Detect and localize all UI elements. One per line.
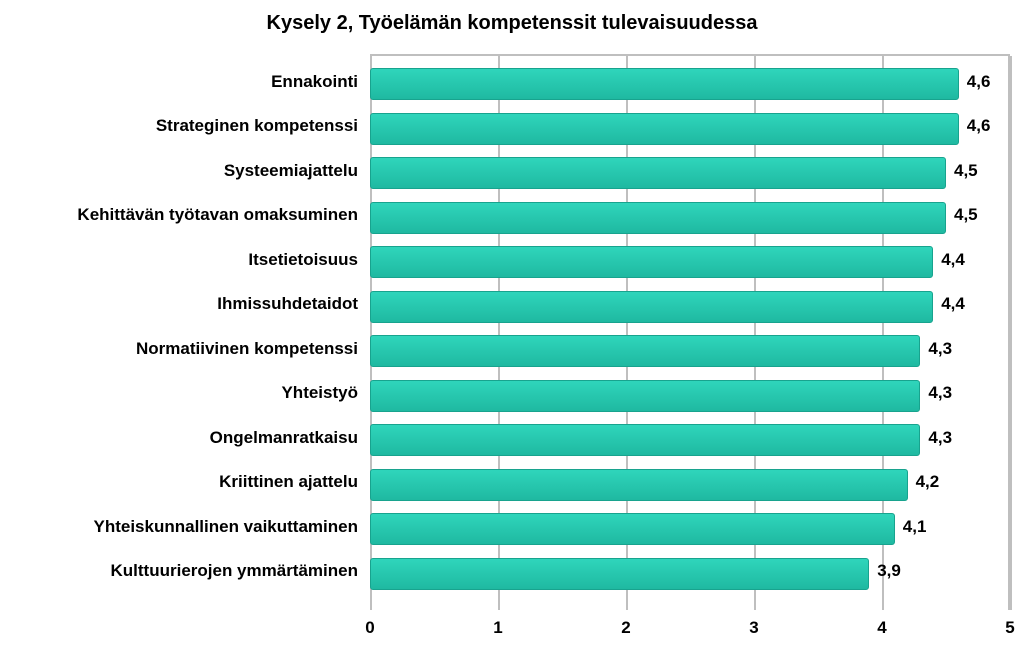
category-label: Itsetietoisuus bbox=[248, 250, 358, 270]
x-tick-label: 0 bbox=[365, 618, 374, 638]
bar bbox=[370, 202, 946, 234]
bar bbox=[370, 68, 959, 100]
bar bbox=[370, 469, 908, 501]
category-label: Strateginen kompetenssi bbox=[156, 116, 358, 136]
bar bbox=[370, 291, 933, 323]
gridline bbox=[1010, 56, 1012, 610]
value-label: 4,6 bbox=[967, 116, 991, 136]
chart-title: Kysely 2, Työelämän kompetenssit tulevai… bbox=[0, 12, 1024, 35]
bar bbox=[370, 424, 920, 456]
bar bbox=[370, 558, 869, 590]
category-label: Ongelmanratkaisu bbox=[210, 428, 358, 448]
value-label: 4,3 bbox=[928, 383, 952, 403]
x-tick-label: 3 bbox=[749, 618, 758, 638]
value-label: 4,5 bbox=[954, 161, 978, 181]
category-label: Yhteiskunnallinen vaikuttaminen bbox=[93, 517, 358, 537]
bar bbox=[370, 335, 920, 367]
category-label: Kriittinen ajattelu bbox=[219, 472, 358, 492]
x-tick-label: 2 bbox=[621, 618, 630, 638]
category-label: Ihmissuhdetaidot bbox=[217, 294, 358, 314]
bar-chart: Kysely 2, Työelämän kompetenssit tulevai… bbox=[0, 0, 1024, 656]
bar bbox=[370, 513, 895, 545]
value-label: 4,6 bbox=[967, 72, 991, 92]
bar bbox=[370, 113, 959, 145]
category-label: Yhteistyö bbox=[281, 383, 358, 403]
category-label: Normatiivinen kompetenssi bbox=[136, 339, 358, 359]
value-label: 4,5 bbox=[954, 205, 978, 225]
value-label: 4,3 bbox=[928, 428, 952, 448]
value-label: 4,3 bbox=[928, 339, 952, 359]
x-tick-label: 1 bbox=[493, 618, 502, 638]
x-tick-label: 4 bbox=[877, 618, 886, 638]
value-label: 4,2 bbox=[916, 472, 940, 492]
category-label: Kehittävän työtavan omaksuminen bbox=[77, 205, 358, 225]
value-label: 4,4 bbox=[941, 294, 965, 314]
value-label: 3,9 bbox=[877, 561, 901, 581]
bar bbox=[370, 380, 920, 412]
category-label: Systeemiajattelu bbox=[224, 161, 358, 181]
bar bbox=[370, 246, 933, 278]
category-label: Ennakointi bbox=[271, 72, 358, 92]
value-label: 4,1 bbox=[903, 517, 927, 537]
value-label: 4,4 bbox=[941, 250, 965, 270]
category-label: Kulttuurierojen ymmärtäminen bbox=[111, 561, 359, 581]
bar bbox=[370, 157, 946, 189]
x-tick-label: 5 bbox=[1005, 618, 1014, 638]
